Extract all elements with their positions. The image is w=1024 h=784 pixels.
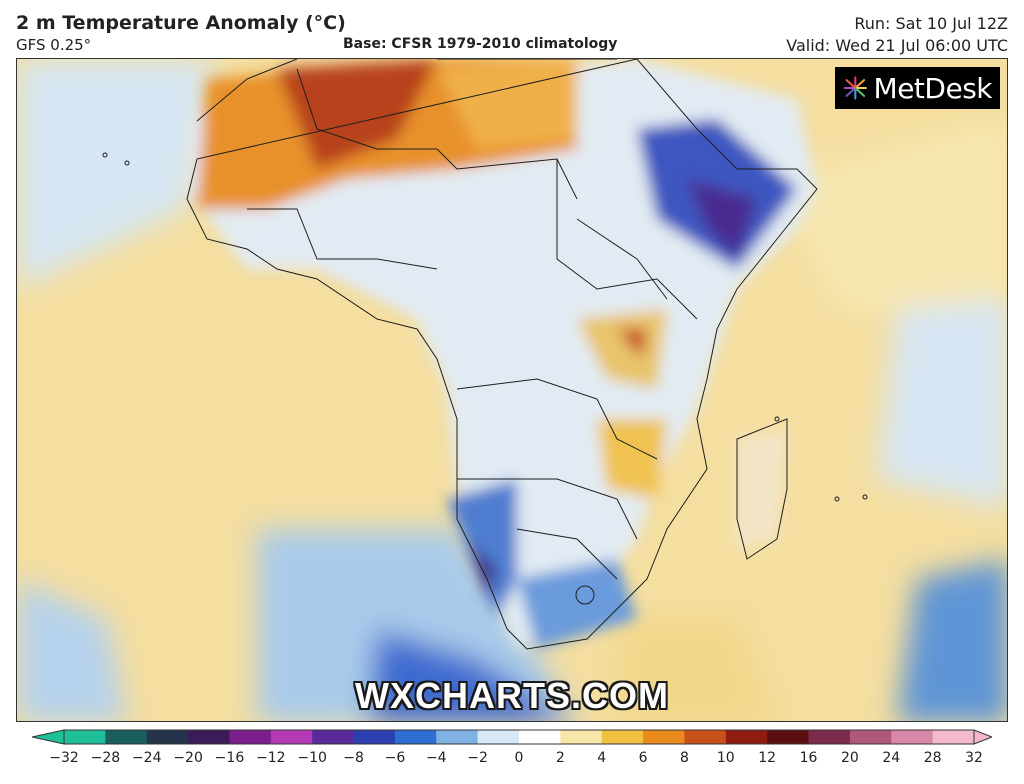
legend-color-segment: [270, 730, 313, 744]
map-title: 2 m Temperature Anomaly (°C): [16, 12, 346, 34]
legend-color-segment: [436, 730, 479, 744]
legend-color-segment: [601, 730, 644, 744]
legend-color-segment: [891, 730, 934, 744]
legend-tick-label: −4: [425, 750, 447, 766]
legend-color-segment: [477, 730, 520, 744]
legend-colorbar: [31, 729, 994, 745]
legend-color-segment: [394, 730, 437, 744]
climatology-base: Base: CFSR 1979-2010 climatology: [343, 36, 618, 52]
model-label: GFS 0.25°: [16, 36, 92, 54]
legend-color-segment: [146, 730, 189, 744]
legend-color-segment: [229, 730, 272, 744]
legend-color-segment: [849, 730, 892, 744]
legend-color-segment: [684, 730, 727, 744]
valid-time: Valid: Wed 21 Jul 06:00 UTC: [786, 36, 1008, 55]
legend-ticks: −32 −28 −24 −20 −16 −12 −10 −8 −6 −4 −2 0 2 4 6 8 10 12 16…: [32, 750, 992, 770]
legend-tick-label: 16: [799, 750, 818, 766]
legend-tick-label: 24: [882, 750, 901, 766]
metdesk-brand-name: MetDesk: [873, 71, 993, 105]
legend-arrow-min: [31, 729, 65, 745]
legend-tick-label: −6: [384, 750, 406, 766]
legend-tick-label: 32: [965, 750, 983, 766]
legend-tick-label: −8: [343, 750, 364, 766]
legend-tick-label: −28: [90, 750, 121, 766]
islands: [102, 152, 868, 502]
legend-tick-label: −32: [49, 750, 79, 766]
legend-tick-label: 6: [638, 750, 648, 766]
legend-color-segment: [767, 730, 810, 744]
legend-tick-label: 4: [597, 750, 607, 766]
anomaly-map: MetDesk WXCHARTS.COM: [16, 58, 1008, 722]
legend-color-segment: [725, 730, 768, 744]
legend-tick-label: −2: [467, 750, 488, 766]
country-borders: [186, 59, 818, 650]
legend-color-segment: [312, 730, 355, 744]
anomaly-shading: [17, 59, 1007, 721]
legend-color-segment: [353, 730, 396, 744]
metdesk-logo: MetDesk: [835, 67, 1000, 109]
land-shading: [187, 59, 817, 649]
legend-tick-label: 28: [923, 750, 942, 766]
run-time: Run: Sat 10 Jul 12Z: [854, 14, 1008, 33]
legend-color-segment: [188, 730, 230, 744]
legend-color-segment: [932, 730, 975, 744]
legend-tick-label: 2: [555, 750, 565, 766]
legend-tick-label: −20: [173, 750, 203, 766]
legend-color-segment: [64, 730, 106, 744]
legend-color-segment: [105, 730, 148, 744]
metdesk-starburst-icon: [843, 76, 867, 100]
legend-color-segment: [519, 730, 561, 744]
legend-arrow-max: [973, 729, 994, 745]
legend-tick-label: −10: [297, 750, 327, 766]
legend-tick-label: 0: [514, 750, 524, 766]
legend-tick-label: −24: [131, 750, 162, 766]
legend-tick-label: 8: [679, 750, 689, 766]
map-canvas: [17, 59, 1007, 721]
wxcharts-watermark: WXCHARTS.COM: [355, 675, 669, 716]
legend-color-segment: [808, 730, 851, 744]
legend-tick-label: −12: [256, 750, 286, 766]
legend-color-segment: [643, 730, 685, 744]
color-legend: −32 −28 −24 −20 −16 −12 −10 −8 −6 −4 −2 0 2 4 6 8 10 12 16…: [31, 728, 994, 780]
legend-tick-label: 12: [758, 750, 777, 766]
legend-tick-label: 20: [840, 750, 859, 766]
legend-tick-label: 10: [716, 750, 735, 766]
legend-color-segment: [560, 730, 603, 744]
legend-tick-label: −16: [214, 750, 245, 766]
